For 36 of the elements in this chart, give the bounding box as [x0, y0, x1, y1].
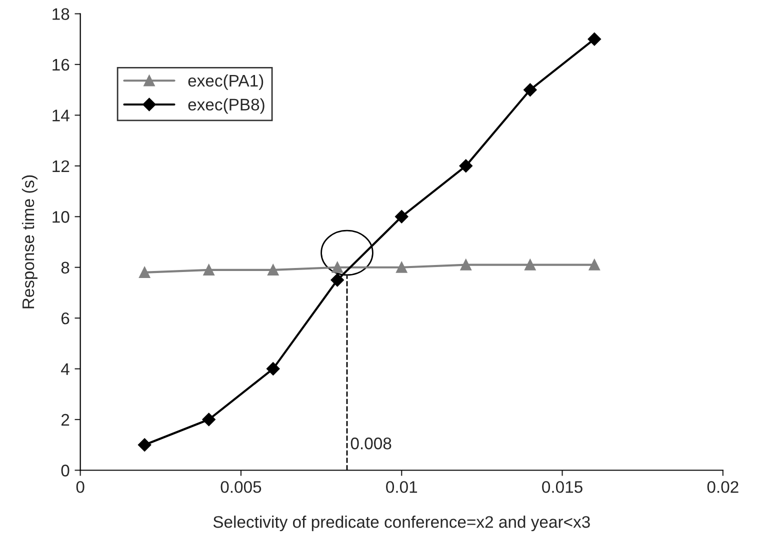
point — [459, 159, 472, 173]
point — [268, 264, 279, 276]
point — [524, 83, 537, 96]
x-axis-title: Selectivity of predicate conference=x2 and year<x3 — [213, 516, 590, 532]
point — [203, 264, 214, 276]
point — [588, 259, 600, 270]
x-tick-label: 0.015 — [542, 481, 582, 493]
y-tick-label: 2 — [61, 414, 70, 426]
y-tick-label: 6 — [61, 312, 70, 324]
legend-label: exec(PB8) — [188, 98, 264, 114]
y-tick-label: 4 — [61, 363, 70, 375]
x-tick-label: 0.005 — [220, 481, 262, 493]
point — [460, 259, 472, 270]
point — [396, 262, 408, 273]
x-tick-label: 0.02 — [707, 481, 738, 493]
point — [332, 262, 343, 273]
point — [202, 412, 216, 426]
point — [588, 32, 601, 46]
point — [138, 438, 152, 452]
y-tick-label: 14 — [52, 110, 70, 122]
point — [266, 362, 280, 376]
y-tick-label: 0 — [61, 464, 70, 476]
y-axis-title: Response time (s) — [22, 175, 38, 308]
point — [524, 259, 536, 270]
ref-line-label: 0.008 — [350, 438, 392, 450]
legend-label: exec(PA1) — [188, 74, 264, 90]
x-tick-label: 0.01 — [386, 481, 418, 493]
point — [139, 266, 150, 278]
y-tick-label: 10 — [52, 211, 70, 223]
y-tick-label: 12 — [52, 160, 70, 172]
point — [330, 273, 344, 287]
y-tick-label: 18 — [52, 8, 70, 20]
y-tick-label: 8 — [61, 262, 70, 274]
y-tick-label: 16 — [52, 58, 70, 71]
x-tick-label: 0 — [76, 481, 84, 493]
point — [395, 210, 408, 224]
